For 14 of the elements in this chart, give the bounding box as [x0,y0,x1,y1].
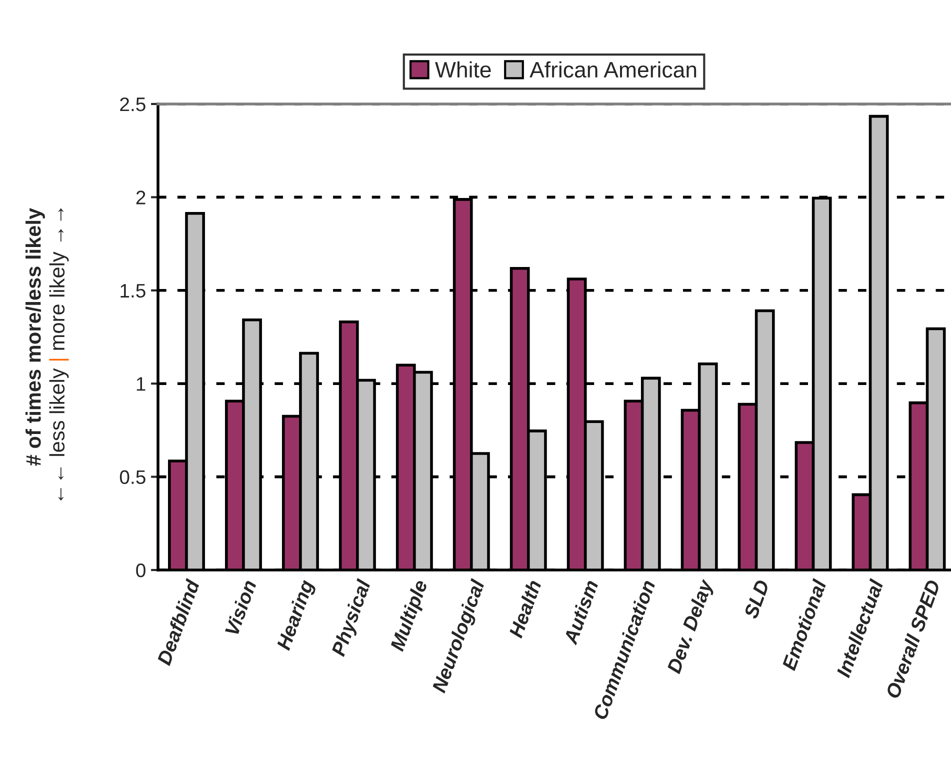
legend-label: African American [530,61,696,78]
x-tick-label: Health [508,579,542,639]
x-tick-label: SLD [744,579,770,620]
y-tick-label: 0.5 [120,470,146,484]
y-tick-label: 1.5 [120,284,146,298]
y-tick-label: 1 [136,377,146,391]
x-tick-label: Vision [224,579,257,636]
x-tick-label: Overall SPED [885,578,940,700]
y-tick-label: 2.5 [120,97,146,112]
y-tick-label: 2 [136,190,146,204]
x-tick-label: Dev. Delay [666,578,717,676]
y-tick-label: 0 [136,563,146,578]
y-axis-title: # of times more/less likely ←← less likely | more likely →→ [26,208,69,501]
legend-label: White [435,61,491,78]
